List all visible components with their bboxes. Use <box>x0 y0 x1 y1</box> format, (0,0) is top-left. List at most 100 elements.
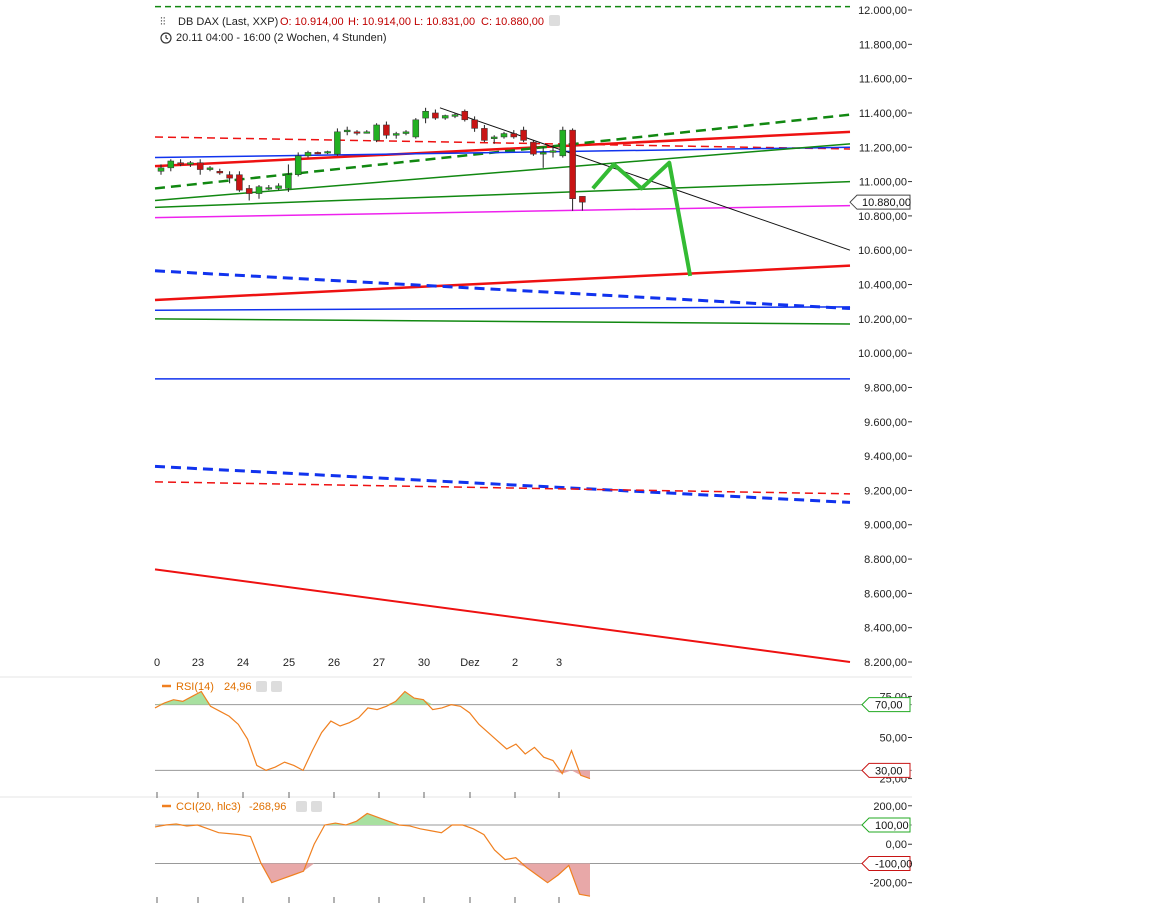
x-tick-label: 27 <box>373 657 385 669</box>
candle[interactable] <box>353 131 361 134</box>
candle[interactable] <box>383 124 390 136</box>
price-pane[interactable]: 12.000,00 11.800,00 11.600,00 11.400,00 11.2… <box>0 5 912 798</box>
candle[interactable] <box>216 171 224 174</box>
trend-line[interactable] <box>154 464 851 504</box>
trend-line[interactable] <box>154 269 851 311</box>
candle[interactable] <box>451 114 459 117</box>
y-tick-label: 11.800,00 <box>859 39 907 51</box>
candle[interactable] <box>520 129 527 141</box>
trend-line[interactable] <box>154 136 851 150</box>
trend-line[interactable] <box>154 113 851 190</box>
candle[interactable] <box>363 131 371 134</box>
candle[interactable] <box>275 185 282 189</box>
candle[interactable] <box>304 152 312 157</box>
x-tick-label: 30 <box>418 657 430 669</box>
candle[interactable] <box>285 174 292 189</box>
candle[interactable] <box>402 131 410 134</box>
candle[interactable] <box>294 155 302 175</box>
settings-icon[interactable] <box>549 15 560 26</box>
candle[interactable] <box>461 110 469 121</box>
candle[interactable] <box>343 129 351 133</box>
trend-line[interactable] <box>154 568 851 663</box>
trend-line[interactable] <box>154 143 851 202</box>
trend-line[interactable] <box>154 180 851 209</box>
candle[interactable] <box>510 133 518 138</box>
rsi-settings-icon[interactable] <box>256 681 267 692</box>
candle[interactable] <box>157 167 165 172</box>
trend-line[interactable] <box>154 306 851 312</box>
cci-pane[interactable]: 200,00100,000,00-100,00-200,00100,00-100… <box>154 801 912 903</box>
candle[interactable] <box>392 133 400 136</box>
indicator-line[interactable] <box>154 812 591 897</box>
candle[interactable] <box>530 141 537 155</box>
bars-icon: ⫶⫶ <box>160 16 166 28</box>
level-label: 30,00 <box>875 765 903 777</box>
y-tick-label: 10.800,00 <box>858 211 907 223</box>
projection-path[interactable] <box>591 160 693 277</box>
cci-close-icon[interactable] <box>311 801 322 812</box>
y-tick-label: 11.400,00 <box>859 108 907 120</box>
candle[interactable] <box>441 115 449 119</box>
trend-line[interactable] <box>154 481 851 495</box>
period-label: 20.11 04:00 - 16:00 (2 Wochen, 4 Stunden… <box>176 32 387 44</box>
candle[interactable] <box>569 129 576 199</box>
candle[interactable] <box>167 160 175 169</box>
cci-settings-icon[interactable] <box>296 801 307 812</box>
level-label: -100,00 <box>875 858 912 870</box>
y-tick-label: 200,00 <box>873 801 907 813</box>
trend-line[interactable] <box>154 264 851 302</box>
candle[interactable] <box>255 186 263 194</box>
candle[interactable] <box>471 119 478 129</box>
candle[interactable] <box>324 151 331 154</box>
candle[interactable] <box>559 129 567 157</box>
y-tick-label: 9.200,00 <box>864 485 907 497</box>
candle[interactable] <box>245 188 253 194</box>
candle[interactable] <box>177 162 184 165</box>
candle[interactable] <box>265 187 273 190</box>
candle[interactable] <box>579 196 586 203</box>
clock-icon <box>160 32 172 44</box>
trend-line[interactable] <box>154 318 851 325</box>
candle[interactable] <box>314 152 322 155</box>
y-tick-label: 9.600,00 <box>864 417 907 429</box>
candle[interactable] <box>432 112 439 119</box>
rsi-close-icon[interactable] <box>271 681 282 692</box>
candle[interactable] <box>334 131 341 155</box>
candle[interactable] <box>412 119 420 138</box>
chart-header: ⫶⫶ DB DAX (Last, XXP) O: 10.914,00 H: 10… <box>160 15 560 44</box>
indicator-line[interactable] <box>154 690 591 780</box>
y-tick-label: 11.000,00 <box>859 177 907 189</box>
candle[interactable] <box>187 162 194 165</box>
y-tick-label: 8.600,00 <box>864 588 907 600</box>
candle[interactable] <box>373 124 380 141</box>
level-label: 100,00 <box>875 820 909 832</box>
candle[interactable] <box>549 150 557 153</box>
candle[interactable] <box>500 133 508 138</box>
rsi-label: RSI(14) <box>176 681 214 693</box>
y-tick-label: 11.200,00 <box>859 142 907 154</box>
candle[interactable] <box>206 167 214 170</box>
overbought-fill <box>155 813 590 825</box>
last-value-badge <box>849 194 911 210</box>
trend-line[interactable] <box>154 146 851 159</box>
candle[interactable] <box>539 152 547 155</box>
trend-line[interactable] <box>154 130 851 168</box>
candle[interactable] <box>236 174 243 191</box>
y-tick-label: 10.400,00 <box>858 280 907 292</box>
y-tick-label: 8.800,00 <box>864 554 907 566</box>
y-tick-label: 10.200,00 <box>858 314 907 326</box>
y-tick-label: 8.200,00 <box>864 657 907 669</box>
candle[interactable] <box>490 136 498 139</box>
trend-line[interactable] <box>439 107 851 251</box>
candle[interactable] <box>196 162 204 170</box>
x-tick-label: 26 <box>328 657 340 669</box>
candle[interactable] <box>481 128 488 141</box>
y-tick-label: 9.000,00 <box>864 520 907 532</box>
candle[interactable] <box>226 174 233 179</box>
overbought-fill <box>155 691 590 705</box>
level-badge <box>861 855 911 871</box>
candle[interactable] <box>422 110 429 119</box>
trend-line[interactable] <box>154 204 851 219</box>
